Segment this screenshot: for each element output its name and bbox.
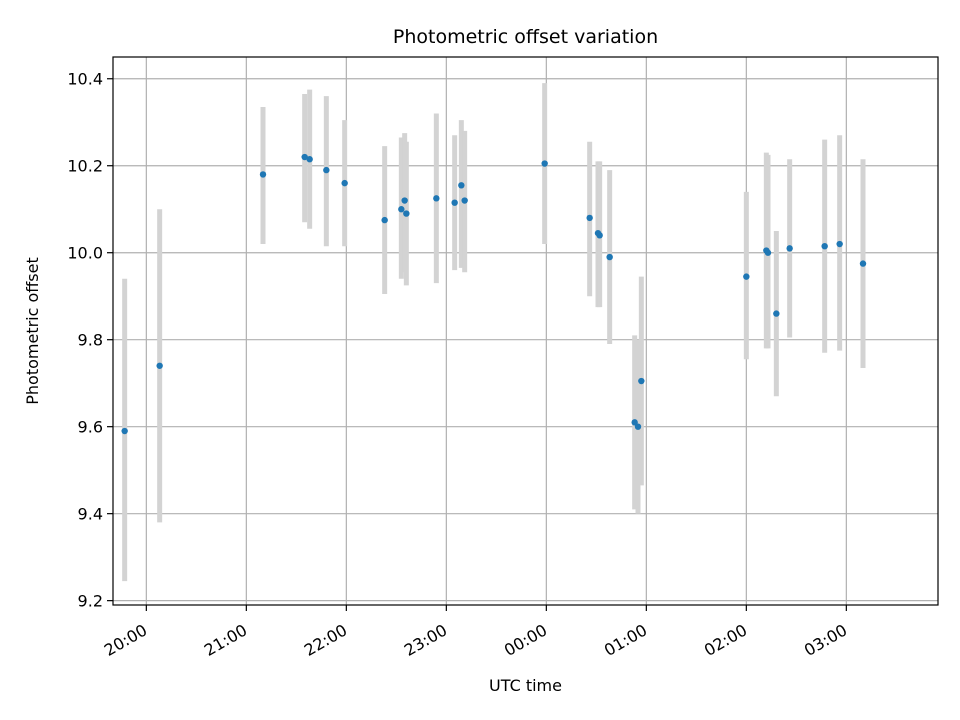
data-point (341, 179, 348, 187)
data-point (121, 427, 128, 435)
y-tick-label: 9.4 (78, 505, 103, 524)
data-point (773, 310, 780, 317)
data-point (458, 182, 465, 189)
data-point (606, 253, 613, 261)
data-point (323, 166, 330, 174)
data-point (743, 273, 750, 280)
data-point (451, 199, 458, 206)
data-point (541, 160, 548, 167)
data-point (786, 245, 793, 252)
plot-area-frame (112, 56, 939, 606)
y-axis-label: Photometric offset (23, 257, 42, 405)
data-points (121, 153, 867, 435)
data-point (398, 206, 405, 213)
x-axis-label: UTC time (489, 676, 562, 695)
data-point (859, 260, 867, 267)
data-point (381, 216, 388, 224)
data-point (259, 171, 267, 178)
data-point (596, 232, 603, 239)
data-point (634, 423, 642, 430)
data-point (586, 214, 593, 222)
data-point (433, 195, 440, 202)
y-tick-label: 10.2 (67, 157, 103, 176)
data-point (821, 242, 828, 250)
chart-title: Photometric offset variation (393, 26, 658, 48)
data-point (764, 249, 772, 256)
data-point (156, 362, 163, 369)
y-tick-label: 10.0 (67, 244, 103, 263)
grid (113, 57, 938, 605)
data-point (836, 240, 843, 248)
data-point (403, 210, 410, 217)
y-tick-label: 9.2 (78, 592, 103, 611)
data-point (301, 153, 308, 161)
data-point (638, 377, 645, 385)
y-tick-label: 9.6 (78, 418, 103, 437)
data-point (461, 197, 468, 204)
y-tick-label: 9.8 (78, 331, 103, 350)
data-point (401, 197, 408, 204)
data-point (306, 156, 313, 163)
y-tick-label: 10.4 (67, 70, 103, 89)
data-point (631, 419, 638, 426)
